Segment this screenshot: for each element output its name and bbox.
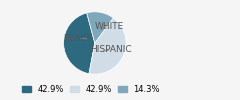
Text: HISPANIC: HISPANIC bbox=[90, 45, 132, 54]
Wedge shape bbox=[64, 13, 95, 74]
Text: WHITE: WHITE bbox=[95, 22, 124, 31]
Wedge shape bbox=[87, 12, 113, 43]
Text: BLACK: BLACK bbox=[63, 34, 92, 43]
Legend: 42.9%, 42.9%, 14.3%: 42.9%, 42.9%, 14.3% bbox=[21, 84, 162, 96]
Wedge shape bbox=[89, 18, 126, 74]
